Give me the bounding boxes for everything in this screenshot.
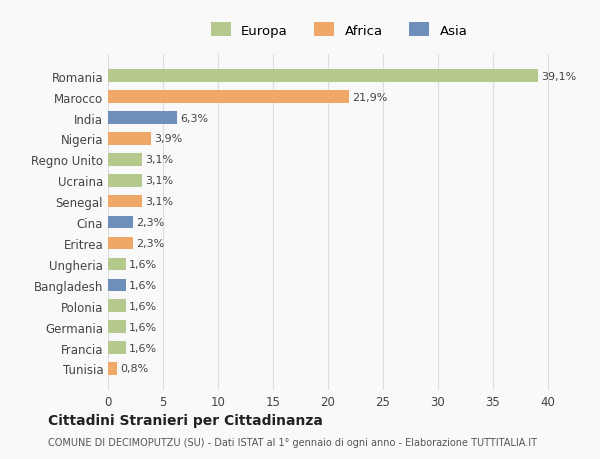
- Text: Cittadini Stranieri per Cittadinanza: Cittadini Stranieri per Cittadinanza: [48, 414, 323, 428]
- Text: 1,6%: 1,6%: [129, 322, 157, 332]
- Bar: [108, 279, 125, 291]
- Text: 3,1%: 3,1%: [145, 155, 173, 165]
- Bar: [108, 196, 142, 208]
- Text: 1,6%: 1,6%: [129, 343, 157, 353]
- Bar: [108, 300, 125, 312]
- Text: 21,9%: 21,9%: [352, 92, 388, 102]
- Text: COMUNE DI DECIMOPUTZU (SU) - Dati ISTAT al 1° gennaio di ogni anno - Elaborazion: COMUNE DI DECIMOPUTZU (SU) - Dati ISTAT …: [48, 437, 537, 447]
- Text: 2,3%: 2,3%: [137, 218, 165, 228]
- Text: 0,8%: 0,8%: [120, 364, 148, 374]
- Text: 1,6%: 1,6%: [129, 301, 157, 311]
- Bar: [108, 91, 349, 104]
- Bar: [108, 112, 178, 124]
- Bar: [108, 321, 125, 333]
- Bar: [108, 341, 125, 354]
- Bar: [108, 133, 151, 146]
- Text: 3,1%: 3,1%: [145, 197, 173, 207]
- Bar: [108, 216, 133, 229]
- Text: 3,9%: 3,9%: [154, 134, 182, 144]
- Text: 1,6%: 1,6%: [129, 259, 157, 269]
- Bar: [108, 237, 133, 250]
- Bar: [108, 174, 142, 187]
- Bar: [108, 154, 142, 166]
- Legend: Europa, Africa, Asia: Europa, Africa, Asia: [205, 18, 473, 43]
- Bar: [108, 363, 117, 375]
- Text: 6,3%: 6,3%: [181, 113, 209, 123]
- Text: 2,3%: 2,3%: [137, 239, 165, 248]
- Bar: [108, 70, 538, 83]
- Text: 3,1%: 3,1%: [145, 176, 173, 186]
- Text: 39,1%: 39,1%: [541, 72, 577, 82]
- Bar: [108, 258, 125, 271]
- Text: 1,6%: 1,6%: [129, 280, 157, 290]
